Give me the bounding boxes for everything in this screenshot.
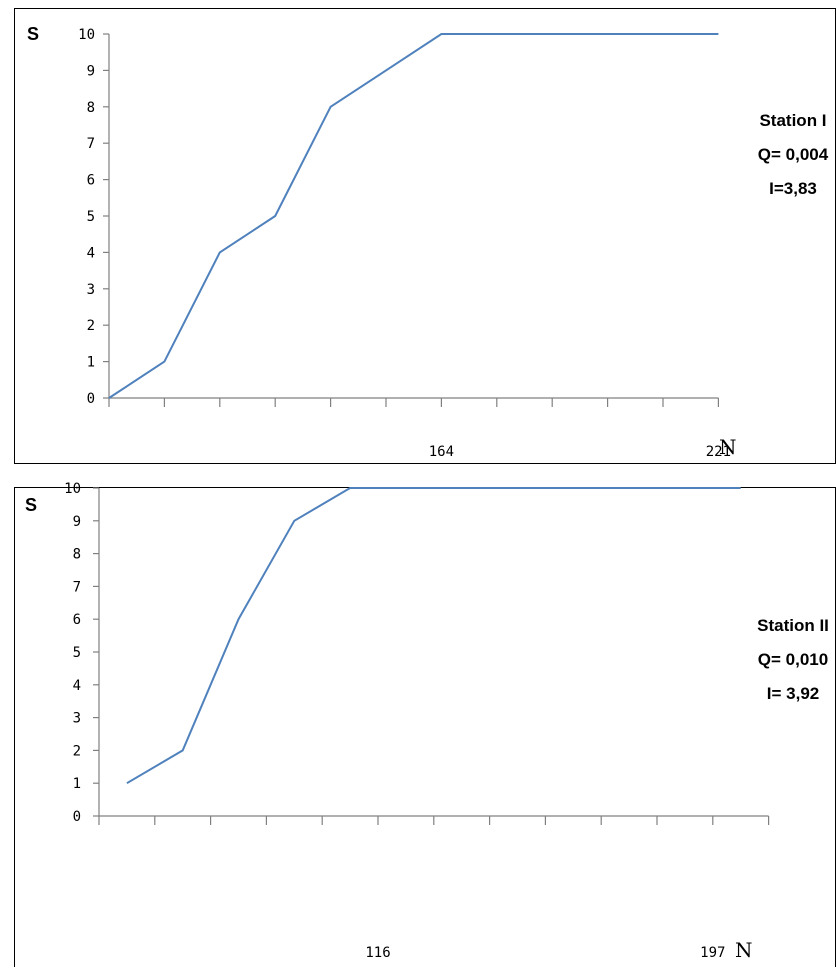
x-axis-title: N: [735, 938, 753, 962]
y-tick-label: 9: [73, 514, 81, 530]
y-tick-label: 5: [73, 645, 81, 661]
y-tick-label: 0: [87, 391, 95, 407]
x-tick-label: 197: [700, 945, 725, 961]
x-tick-label: 116: [365, 945, 390, 961]
station-annotation: Q= 0,004: [758, 145, 829, 164]
y-tick-label: 1: [73, 776, 81, 792]
y-tick-label: 3: [73, 711, 81, 727]
chart-panel-station-1: 0 1 2 3 4 5 6 7 8 9 10 164 221 S N Station I Q= 0,004 I=3…: [14, 8, 836, 464]
y-tick-label: 4: [73, 678, 81, 694]
x-axis-title: N: [719, 435, 737, 459]
series-line: [126, 487, 741, 785]
station-annotation: I=3,83: [769, 179, 817, 198]
y-tick-label: 3: [87, 282, 95, 298]
y-axis-title: S: [27, 24, 39, 44]
y-tick-label: 7: [87, 136, 95, 152]
y-tick-label: 7: [73, 579, 81, 595]
chart-station-2: 0 1 2 3 4 5 6 7 8 9 10 116 197 S N Station II Q= 0,010 I=…: [25, 481, 829, 962]
station-annotation: Q= 0,010: [758, 650, 828, 669]
y-tick-label: 6: [73, 612, 81, 628]
chart-panel-station-2: 0 1 2 3 4 5 6 7 8 9 10 116 197 S N Station II Q= 0,010 I=…: [14, 481, 836, 967]
y-tick-label: 8: [87, 100, 95, 116]
y-tick-label: 10: [64, 481, 81, 497]
y-tick-label: 5: [87, 209, 95, 225]
chart-station-1: 0 1 2 3 4 5 6 7 8 9 10 164 221 S N Station I Q= 0,004 I=3…: [27, 24, 829, 460]
series-line: [108, 33, 719, 399]
station-annotation: I= 3,92: [767, 684, 819, 703]
y-tick-label: 8: [73, 547, 81, 563]
y-tick-label: 2: [73, 743, 81, 759]
station-annotation: Station II: [757, 616, 829, 635]
y-tick-label: 9: [87, 63, 95, 79]
y-tick-label: 6: [87, 173, 95, 189]
station-annotation: Station I: [759, 111, 826, 130]
y-tick-label: 4: [87, 245, 95, 261]
x-tick-label: 164: [429, 444, 454, 460]
y-axis-title: S: [25, 495, 37, 515]
y-tick-label: 2: [87, 318, 95, 334]
y-tick-label: 0: [73, 809, 81, 825]
y-tick-label: 1: [87, 355, 95, 371]
y-tick-label: 10: [78, 27, 95, 43]
x-tick-label: 221: [706, 444, 731, 460]
